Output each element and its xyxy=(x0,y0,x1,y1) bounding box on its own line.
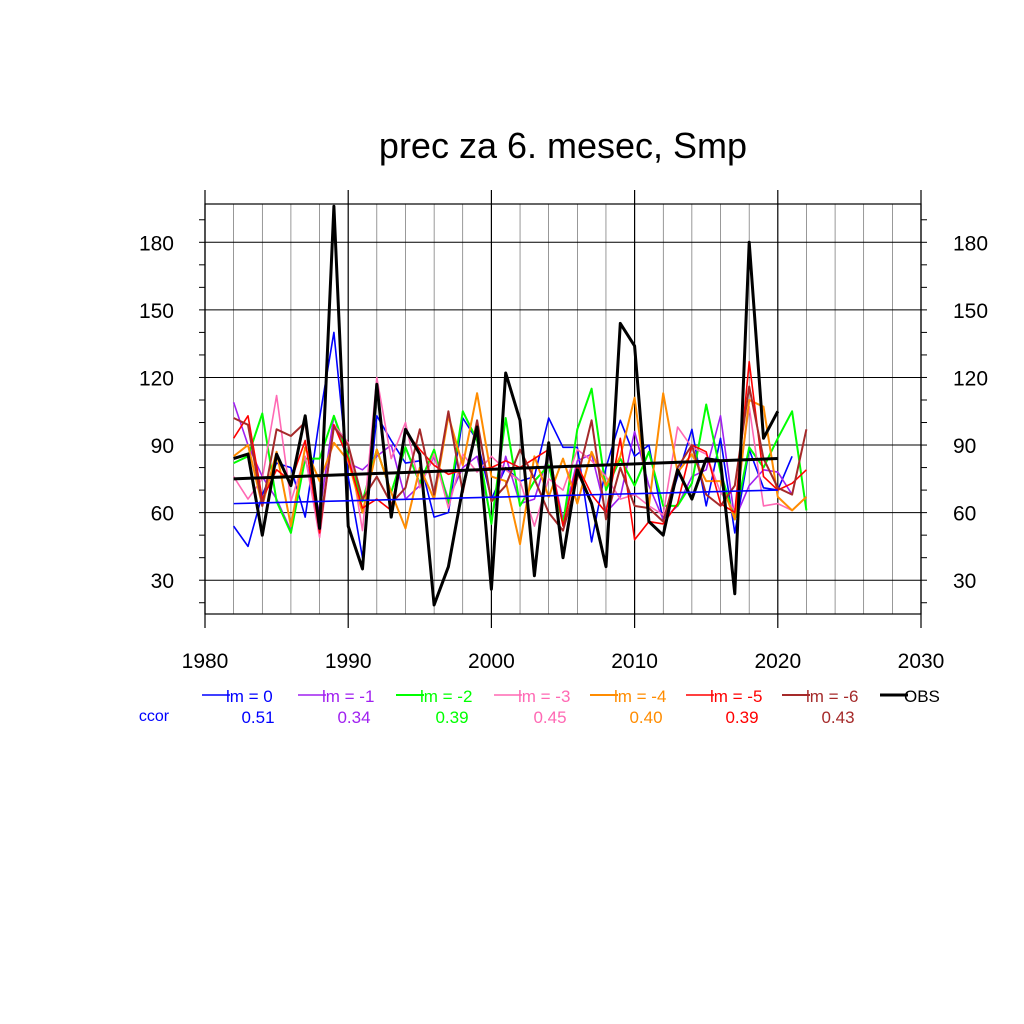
y-tick-label: 180 xyxy=(139,232,174,255)
chart-title: prec za 6. mesec, Smp xyxy=(379,125,747,166)
x-tick-label: 2020 xyxy=(754,650,801,673)
legend-label: lm = -5 xyxy=(710,687,762,706)
ccor-value: 0.39 xyxy=(725,708,758,727)
x-tick-label: 2010 xyxy=(611,650,658,673)
legend-label: lm = -2 xyxy=(420,687,472,706)
legend-label: lm = -6 xyxy=(806,687,858,706)
y-tick-label-right: 90 xyxy=(953,435,976,458)
legend-label: lm = -3 xyxy=(518,687,570,706)
x-tick-label: 1980 xyxy=(182,650,229,673)
legend-label: lm = -1 xyxy=(322,687,374,706)
plot-frame xyxy=(204,203,922,615)
y-tick-label: 30 xyxy=(151,570,174,593)
axis-ticks xyxy=(199,190,927,628)
y-tick-label-right: 150 xyxy=(953,300,988,323)
series-lines xyxy=(232,204,808,607)
series-line-2 xyxy=(233,387,808,534)
ccor-value: 0.39 xyxy=(435,708,468,727)
legend: lm = 0 0.51 lm = -1 0.34 lm = -2 0.39 lm = -3 0… xyxy=(202,687,940,727)
y-tick-label: 150 xyxy=(139,300,174,323)
ccor-value: 0.40 xyxy=(629,708,662,727)
series-line-6 xyxy=(233,385,808,532)
x-tick-label: 1990 xyxy=(325,650,372,673)
trend-line-1 xyxy=(233,457,778,481)
ccor-value: 0.51 xyxy=(241,708,274,727)
y-tick-label-right: 60 xyxy=(953,503,976,526)
ccor-value: 0.34 xyxy=(337,708,370,727)
y-tick-label: 90 xyxy=(151,435,174,458)
ccor-value: 0.43 xyxy=(821,708,854,727)
ccor-value: 0.45 xyxy=(533,708,566,727)
legend-label: lm = -4 xyxy=(614,687,666,706)
legend-label: OBS xyxy=(904,687,940,706)
x-tick-label: 2000 xyxy=(468,650,515,673)
y-tick-label-right: 120 xyxy=(953,367,988,390)
y-tick-label: 60 xyxy=(151,503,174,526)
tick-labels: 1980 1990 2000 2010 2020 2030 30 30 60 60 90 90 120 1… xyxy=(139,232,988,673)
y-tick-label: 120 xyxy=(139,367,174,390)
trend-lines xyxy=(233,457,778,505)
trend-line-0 xyxy=(233,489,778,505)
legend-label: lm = 0 xyxy=(226,687,273,706)
ccor-label: ccor xyxy=(139,708,170,725)
y-tick-label-right: 30 xyxy=(953,570,976,593)
x-tick-label: 2030 xyxy=(898,650,945,673)
y-tick-label-right: 180 xyxy=(953,232,988,255)
series-line-7 xyxy=(233,204,780,607)
